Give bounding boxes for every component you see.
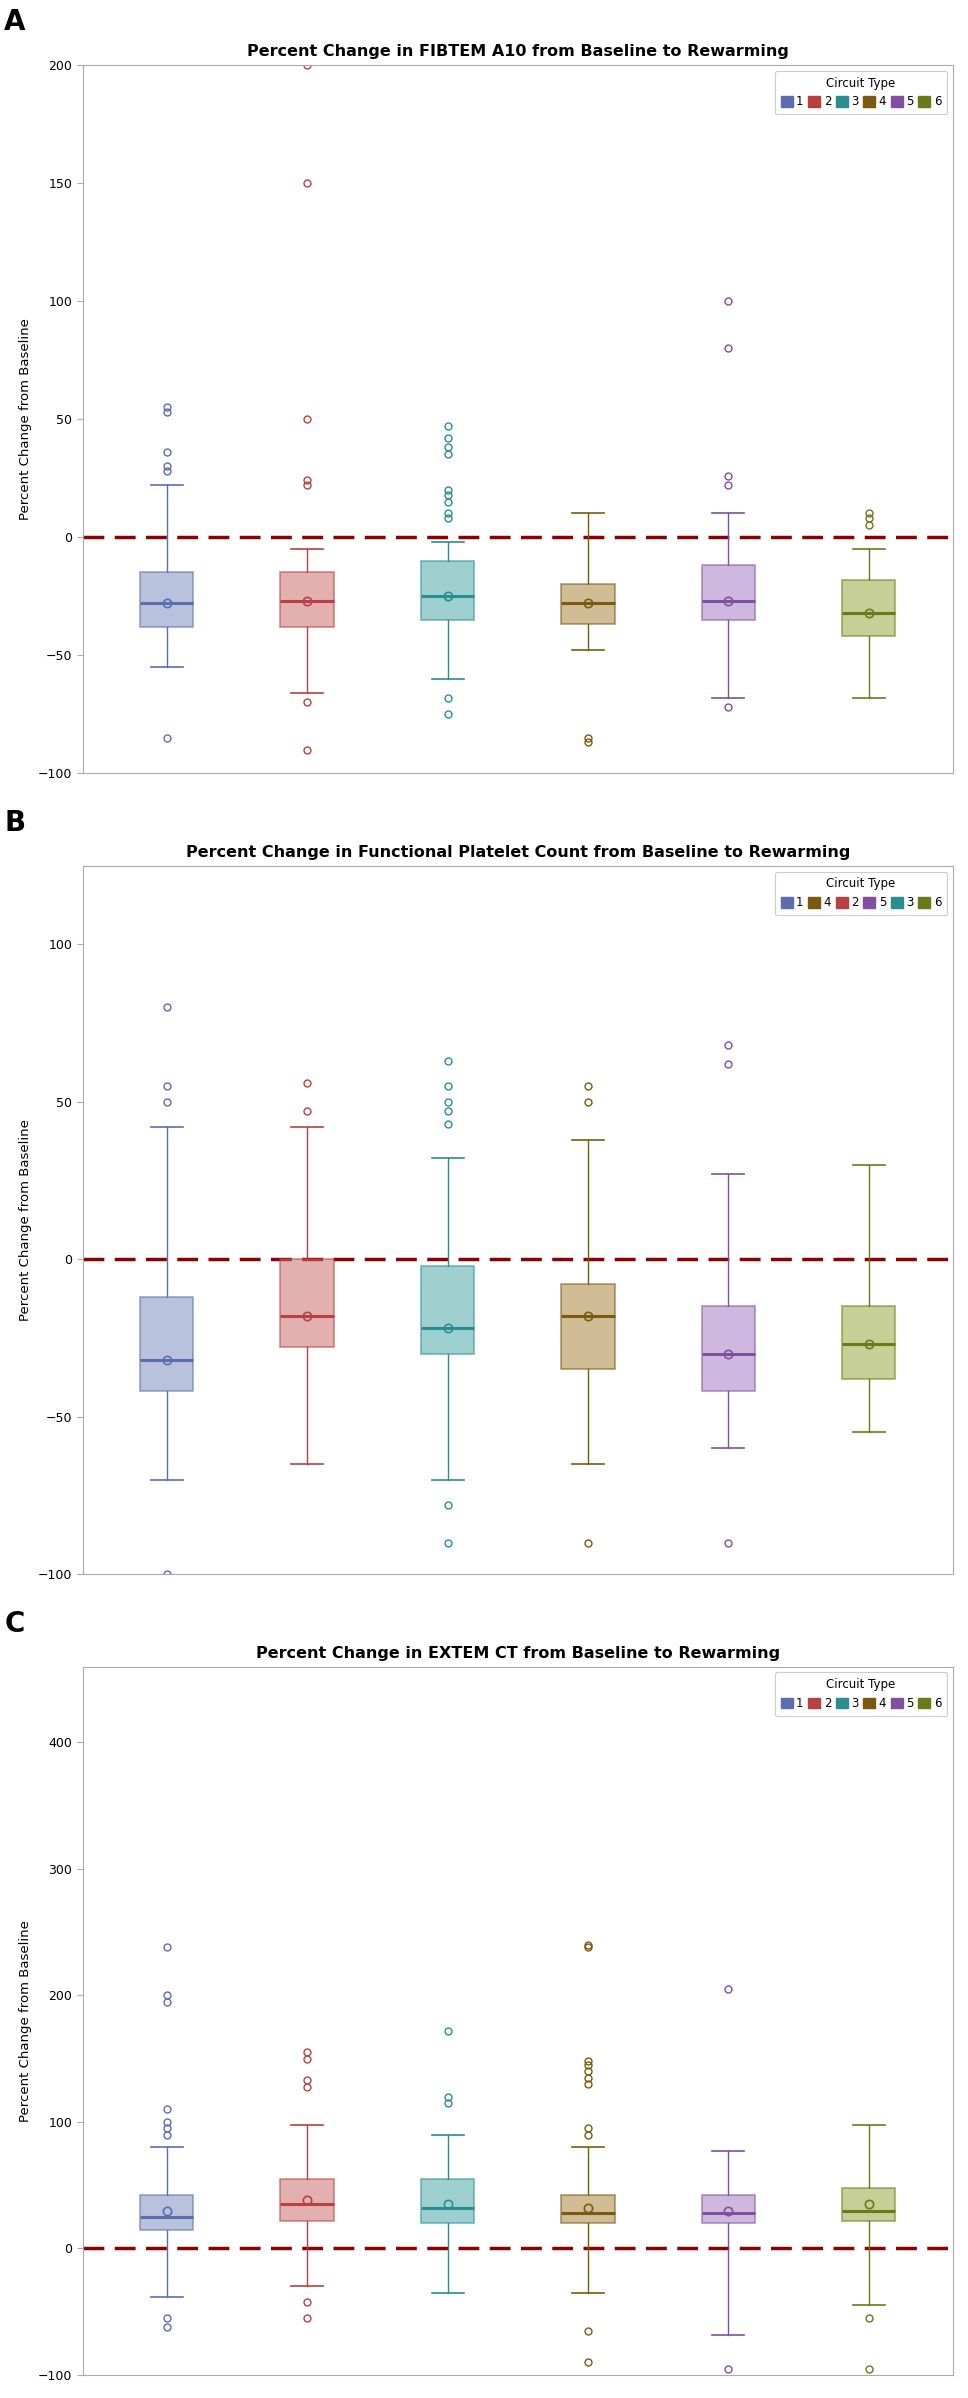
Bar [421,561,474,619]
Bar [702,566,755,619]
Legend: 1, 2, 3, 4, 5, 6: 1, 2, 3, 4, 5, 6 [774,70,947,115]
Y-axis label: Percent Change from Baseline: Percent Change from Baseline [19,1120,32,1321]
Title: Percent Change in FIBTEM A10 from Baseline to Rewarming: Percent Change in FIBTEM A10 from Baseli… [247,46,789,60]
Bar [281,2180,334,2221]
Bar [702,1307,755,1391]
Bar [561,585,615,623]
Bar [421,1266,474,1355]
Text: C: C [4,1609,24,1638]
Text: B: B [4,808,25,837]
Bar [702,2194,755,2223]
Title: Percent Change in EXTEM CT from Baseline to Rewarming: Percent Change in EXTEM CT from Baseline… [256,1645,780,1662]
Bar [561,2194,615,2223]
Y-axis label: Percent Change from Baseline: Percent Change from Baseline [19,1921,32,2122]
Legend: 1, 2, 3, 4, 5, 6: 1, 2, 3, 4, 5, 6 [774,1671,947,1717]
Bar [140,2194,194,2230]
Bar [842,1307,895,1379]
Bar [561,1285,615,1369]
Y-axis label: Percent Change from Baseline: Percent Change from Baseline [19,319,32,520]
Bar [842,580,895,635]
Bar [842,2187,895,2221]
Legend: 1, 4, 2, 5, 3, 6: 1, 4, 2, 5, 3, 6 [774,870,947,916]
Bar [140,1297,194,1391]
Text: A: A [4,7,26,36]
Bar [140,573,194,626]
Bar [421,2180,474,2223]
Title: Percent Change in Functional Platelet Count from Baseline to Rewarming: Percent Change in Functional Platelet Co… [186,846,850,861]
Bar [281,573,334,626]
Bar [281,1259,334,1348]
